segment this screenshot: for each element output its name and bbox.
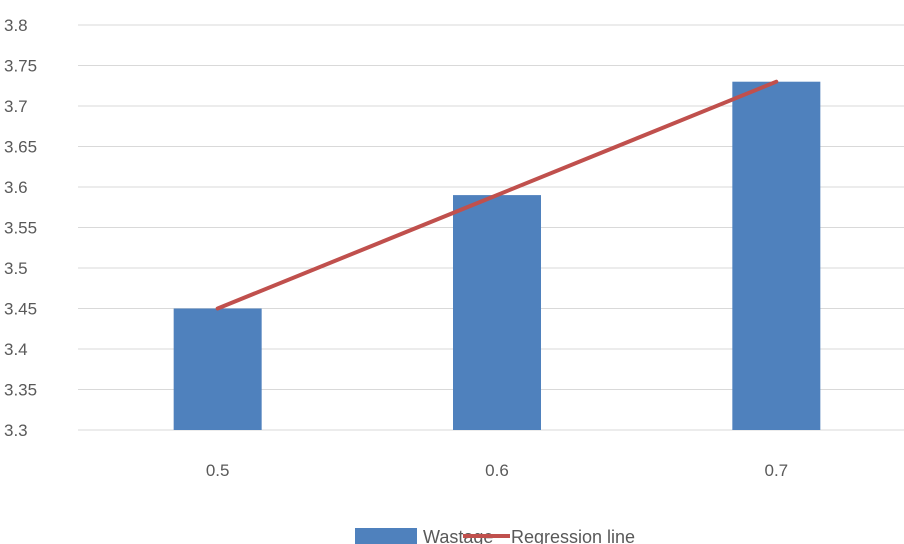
x-axis-ticks: 0.5 0.6 0.7 xyxy=(206,461,788,480)
y-tick-label: 3.4 xyxy=(4,340,28,359)
y-tick-label: 3.35 xyxy=(4,381,37,400)
legend-label-wastage: Wastage xyxy=(423,527,493,544)
y-tick-label: 3.3 xyxy=(4,421,28,440)
bar-wastage-0.6 xyxy=(453,195,541,430)
bar-series-wastage xyxy=(173,81,821,430)
legend-swatch-wastage xyxy=(355,528,417,544)
y-tick-label: 3.65 xyxy=(4,138,37,157)
x-tick-label: 0.5 xyxy=(206,461,230,480)
x-tick-label: 0.6 xyxy=(485,461,509,480)
y-axis-ticks: 3.3 3.35 3.4 3.45 3.5 3.55 3.6 3.65 3.7 3.75 3.8 xyxy=(4,16,37,440)
y-tick-label: 3.6 xyxy=(4,178,28,197)
y-tick-label: 3.75 xyxy=(4,57,37,76)
y-tick-label: 3.7 xyxy=(4,97,28,116)
x-tick-label: 0.7 xyxy=(765,461,789,480)
legend-label-regression-line: Regression line xyxy=(511,527,635,544)
y-tick-label: 3.55 xyxy=(4,219,37,238)
regression-line xyxy=(215,79,779,311)
y-tick-label: 3.5 xyxy=(4,259,28,278)
line-series-regression xyxy=(215,79,779,311)
bar-wastage-0.7 xyxy=(732,81,821,430)
y-tick-label: 3.45 xyxy=(4,300,37,319)
legend: Wastage Regression line xyxy=(355,527,635,544)
bar-wastage-0.5 xyxy=(173,308,262,430)
y-tick-label: 3.8 xyxy=(4,16,28,35)
